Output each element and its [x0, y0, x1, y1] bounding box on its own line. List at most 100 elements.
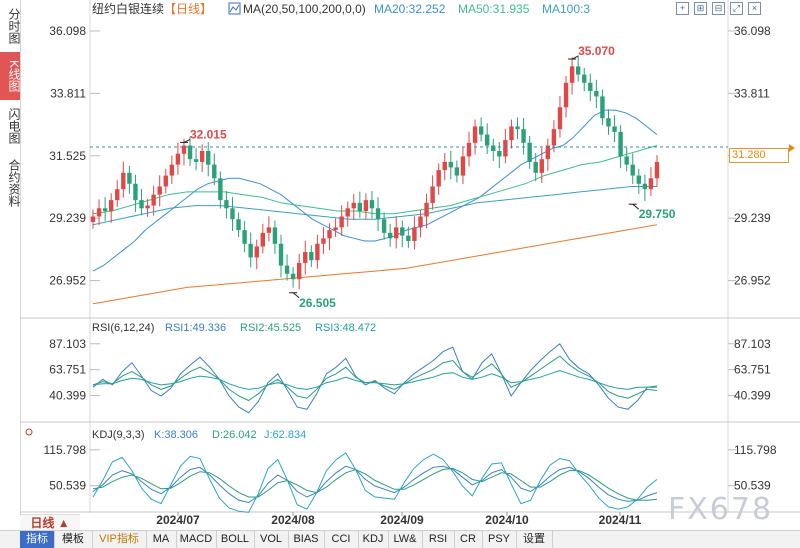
price-tick-label-right: 33.811 — [734, 86, 770, 100]
extreme-label: 35.070 — [578, 44, 615, 58]
candle-body — [284, 265, 290, 274]
candle-body — [315, 243, 320, 261]
indicator-tab-3[interactable]: MA — [146, 531, 177, 548]
indicator-tab-6[interactable]: VOL — [254, 531, 289, 548]
candle-body — [193, 159, 199, 162]
candle-body — [454, 167, 460, 176]
candle-body — [187, 145, 193, 160]
candle-body — [630, 164, 635, 176]
side-tab-contract-info[interactable]: 合约资料 — [7, 159, 21, 207]
current-price-marker-icon — [789, 144, 795, 152]
candle-body — [375, 208, 381, 220]
candle-body — [533, 161, 538, 173]
candle-body — [236, 219, 241, 231]
candle-body — [588, 82, 593, 91]
candle-body — [648, 178, 654, 190]
rsi-line-rsi3 — [92, 369, 657, 390]
period-selector-button[interactable]: 日线 ▲ — [20, 514, 80, 531]
kdj-line-k — [92, 465, 658, 504]
expand-icon[interactable]: ⤢ — [730, 2, 743, 15]
instrument-title: 纽约白银连续 — [92, 1, 164, 16]
candle-body — [582, 74, 587, 83]
rsi-tick-label-left: 87.103 — [49, 337, 86, 351]
candle-body — [436, 170, 441, 187]
candle-body — [418, 216, 423, 228]
candle-body — [594, 90, 599, 97]
side-tab-flash[interactable]: 闪电图 — [7, 108, 21, 144]
candle-body — [612, 126, 617, 132]
candle-body — [357, 202, 363, 212]
candle-body — [278, 243, 284, 266]
time-axis-ticks: 2024/07 2024/08 2024/09 2024/10 2024/11 — [156, 512, 642, 527]
indicator-tab-5[interactable]: BOLL — [216, 531, 255, 548]
kline-chart[interactable]: 36.09836.09833.81133.81131.52531.52529.2… — [0, 0, 800, 530]
candle-body — [333, 227, 338, 231]
candle-body — [145, 205, 150, 209]
candle-body — [521, 129, 526, 143]
price-tick-label-left: 33.811 — [50, 86, 86, 100]
indicator-tab-0[interactable]: 指标 — [20, 531, 55, 548]
kdj-j-value: J:62.834 — [264, 429, 306, 441]
candle-body — [442, 161, 447, 171]
rsi-tick-label-right: 40.399 — [734, 389, 771, 403]
rsi1-value: RSI1:49.336 — [165, 322, 226, 334]
time-tick-label: 2024/09 — [380, 513, 424, 527]
price-tick-label-left: 36.098 — [49, 24, 86, 38]
candle-body — [478, 126, 484, 135]
price-tick-label-right: 36.098 — [734, 24, 771, 38]
candle-body — [303, 251, 308, 263]
candle-body — [290, 273, 296, 280]
crosshair-icon[interactable]: + — [676, 2, 689, 15]
extreme-label: 26.505 — [299, 296, 336, 310]
price-tick-label-right: 26.952 — [734, 274, 771, 288]
ma-line-ma100 — [92, 186, 657, 226]
kdj-tick-label-right: 50.539 — [734, 479, 771, 493]
zoom-in-icon[interactable]: ⊞ — [694, 2, 707, 15]
candle-body — [515, 126, 520, 130]
candle-body — [424, 202, 429, 217]
indicator-tab-12[interactable]: CR — [454, 531, 483, 548]
moving-average-lines — [92, 109, 658, 305]
time-tick-label: 2024/11 — [599, 513, 642, 527]
candle-body — [224, 200, 229, 209]
indicator-tab-4[interactable]: MACD — [176, 531, 217, 548]
indicator-tab-11[interactable]: RSI — [422, 531, 455, 548]
indicator-tab-13[interactable]: PSY — [482, 531, 517, 548]
candle-body — [309, 251, 314, 261]
kdj-target-icon[interactable] — [25, 428, 33, 436]
candle-body — [624, 156, 629, 165]
kdj-panel: 115.798 115.798 50.539 50.539 — [44, 443, 777, 513]
indicator-tab-10[interactable]: LW& — [388, 531, 423, 548]
indicator-tab-1[interactable]: 模板 — [54, 531, 93, 548]
candle-body — [406, 235, 411, 242]
indicator-tab-8[interactable]: CCI — [324, 531, 359, 548]
kdj-line-d — [92, 467, 658, 501]
indicator-tab-14[interactable]: 设置 — [516, 531, 553, 548]
candle-body — [503, 140, 508, 157]
candle-body — [102, 208, 108, 212]
time-tick-label: 2024/10 — [485, 513, 529, 527]
candle-body — [345, 208, 350, 217]
candle-body — [394, 227, 399, 239]
candle-body — [218, 178, 223, 201]
kdj-tick-label-left: 50.539 — [49, 479, 86, 493]
rsi-panel: 87.103 87.103 63.751 63.751 40.399 40.399 — [49, 337, 771, 414]
indicator-settings-icon[interactable] — [228, 2, 241, 15]
candle-body — [230, 208, 235, 220]
side-tab-kline[interactable]: K线图 — [0, 52, 21, 100]
indicator-tab-7[interactable]: BIAS — [288, 531, 325, 548]
candle-body — [127, 172, 132, 184]
candle-body — [430, 186, 435, 203]
indicator-tab-2[interactable]: VIP指标 — [92, 531, 147, 548]
side-tab-timeshare[interactable]: 分时图 — [7, 8, 21, 44]
candle-body — [212, 164, 217, 179]
candle-body — [181, 145, 187, 154]
candle-body — [460, 156, 466, 176]
close-icon[interactable]: × — [748, 2, 761, 15]
zoom-out-icon[interactable]: ⊟ — [712, 2, 725, 15]
indicator-tab-9[interactable]: KDJ — [358, 531, 389, 548]
price-grid — [90, 30, 736, 282]
candle-body — [115, 189, 120, 201]
kdj-k-value: K:38.306 — [154, 429, 198, 441]
candle-body — [381, 219, 387, 233]
